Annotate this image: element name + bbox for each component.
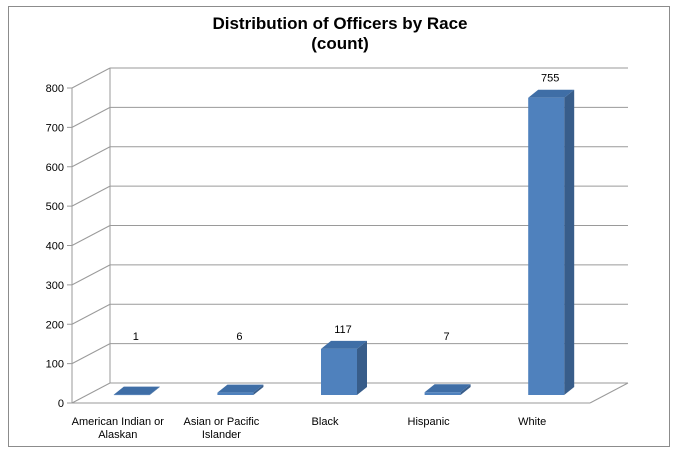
bars <box>113 89 575 396</box>
data-label: 755 <box>541 73 559 85</box>
y-tick-label: 200 <box>46 319 64 331</box>
gridline-side <box>71 185 111 207</box>
data-label: 1 <box>133 331 139 343</box>
y-tick-label: 0 <box>58 398 64 410</box>
gridline-side <box>71 382 111 404</box>
category-label: American Indian or Alaskan <box>72 416 165 441</box>
x-axis-categories: American Indian or Alaskan Asian or Pacifi… <box>72 416 547 441</box>
bar <box>321 340 367 395</box>
category-label: White <box>518 416 546 428</box>
floor-right-edge <box>589 382 629 404</box>
category-label: Hispanic <box>408 416 451 428</box>
y-tick-label: 100 <box>46 359 64 371</box>
bar-top <box>217 384 264 393</box>
gridline-side <box>71 106 111 128</box>
bar-front <box>528 97 565 395</box>
bar-side <box>149 386 160 395</box>
gridline-side <box>71 303 111 325</box>
bar <box>424 384 471 395</box>
bar-side <box>460 384 471 395</box>
chart-title: Distribution of Officers by Race (count) <box>0 14 680 54</box>
data-label: 7 <box>444 331 450 343</box>
bar-top <box>528 89 575 98</box>
bar-top <box>113 386 160 395</box>
y-tick-label: 500 <box>46 201 64 213</box>
gridline-side <box>71 343 111 365</box>
bar-front <box>113 394 150 396</box>
chart-title-line2: (count) <box>311 34 369 53</box>
y-tick-label: 700 <box>46 122 64 134</box>
gridline-side <box>71 146 111 168</box>
bar-top <box>321 340 367 349</box>
y-tick-label: 400 <box>46 241 64 253</box>
bar-side <box>253 384 264 395</box>
gridline-side <box>71 225 111 246</box>
bar-front <box>217 392 254 395</box>
y-tick-label: 800 <box>46 83 64 95</box>
bar-front <box>321 348 357 395</box>
data-labels: 1 6 117 7 755 <box>133 73 560 343</box>
bar-side <box>564 89 575 395</box>
bar-side <box>357 340 367 395</box>
gridline-side <box>71 264 111 286</box>
data-label: 117 <box>334 324 352 336</box>
data-label: 6 <box>236 331 242 343</box>
bar <box>217 384 264 395</box>
y-axis-ticks: 0 100 200 300 400 500 600 700 800 <box>46 83 64 410</box>
gridline-side <box>71 67 111 89</box>
category-label: Black <box>312 416 339 428</box>
y-tick-label: 600 <box>46 162 64 174</box>
bar <box>113 386 160 396</box>
bar-front <box>424 392 461 395</box>
bar-top <box>424 384 471 393</box>
y-tick-label: 300 <box>46 280 64 292</box>
chart-title-line1: Distribution of Officers by Race <box>212 14 468 33</box>
category-label: Asian or Pacific Islander <box>183 416 259 441</box>
bar <box>528 89 575 395</box>
